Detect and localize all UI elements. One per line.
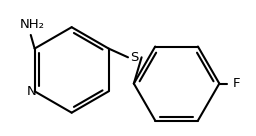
Text: NH₂: NH₂ [20, 18, 45, 31]
Text: N: N [26, 85, 36, 98]
Text: S: S [131, 51, 139, 64]
Text: F: F [233, 77, 241, 90]
